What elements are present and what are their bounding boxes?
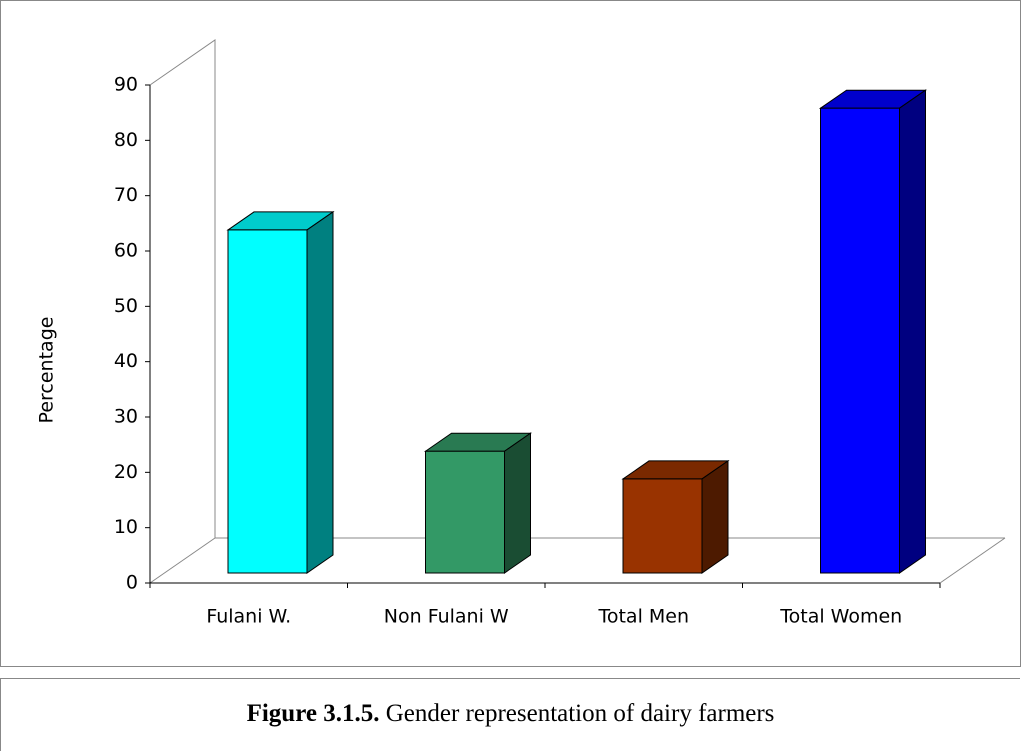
bar-side [899, 89, 926, 574]
x-tick-label: Total Women [779, 606, 902, 628]
y-tick-label: 20 [114, 461, 138, 483]
y-tick-label: 90 [114, 74, 138, 96]
floor-edge [939, 537, 1006, 584]
bar-side [306, 210, 334, 574]
y-tick-label: 40 [114, 350, 138, 372]
bar [820, 107, 900, 574]
y-tick-label: 10 [114, 516, 138, 538]
x-tick-label: Fulani W. [206, 606, 291, 628]
bar-side [504, 432, 531, 574]
caption-label: Figure 3.1.5. [246, 700, 380, 727]
y-tick-label: 70 [114, 184, 138, 206]
y-tick-label: 50 [114, 295, 138, 317]
floor [149, 537, 216, 584]
bar-side [701, 459, 729, 574]
x-tick-label: Non Fulani W [384, 606, 509, 628]
caption-text: Gender representation of dairy farmers [385, 700, 775, 727]
bar [425, 450, 505, 574]
bar [227, 229, 308, 574]
y-tick-label: 30 [114, 406, 138, 428]
bar [622, 478, 703, 574]
x-tick-label: Total Men [597, 606, 689, 628]
y-axis-label: Percentage [36, 317, 58, 424]
y-tick-label: 80 [114, 129, 138, 151]
back-wall [149, 39, 1005, 539]
chart: Percentage 0 10 20 30 40 50 60 70 80 90 Fulani W. N… [0, 0, 1021, 667]
y-tick-label: 0 [126, 572, 138, 594]
caption: Figure 3.1.5. Gender representation of d… [0, 678, 1020, 751]
y-tick-label: 60 [114, 240, 138, 262]
